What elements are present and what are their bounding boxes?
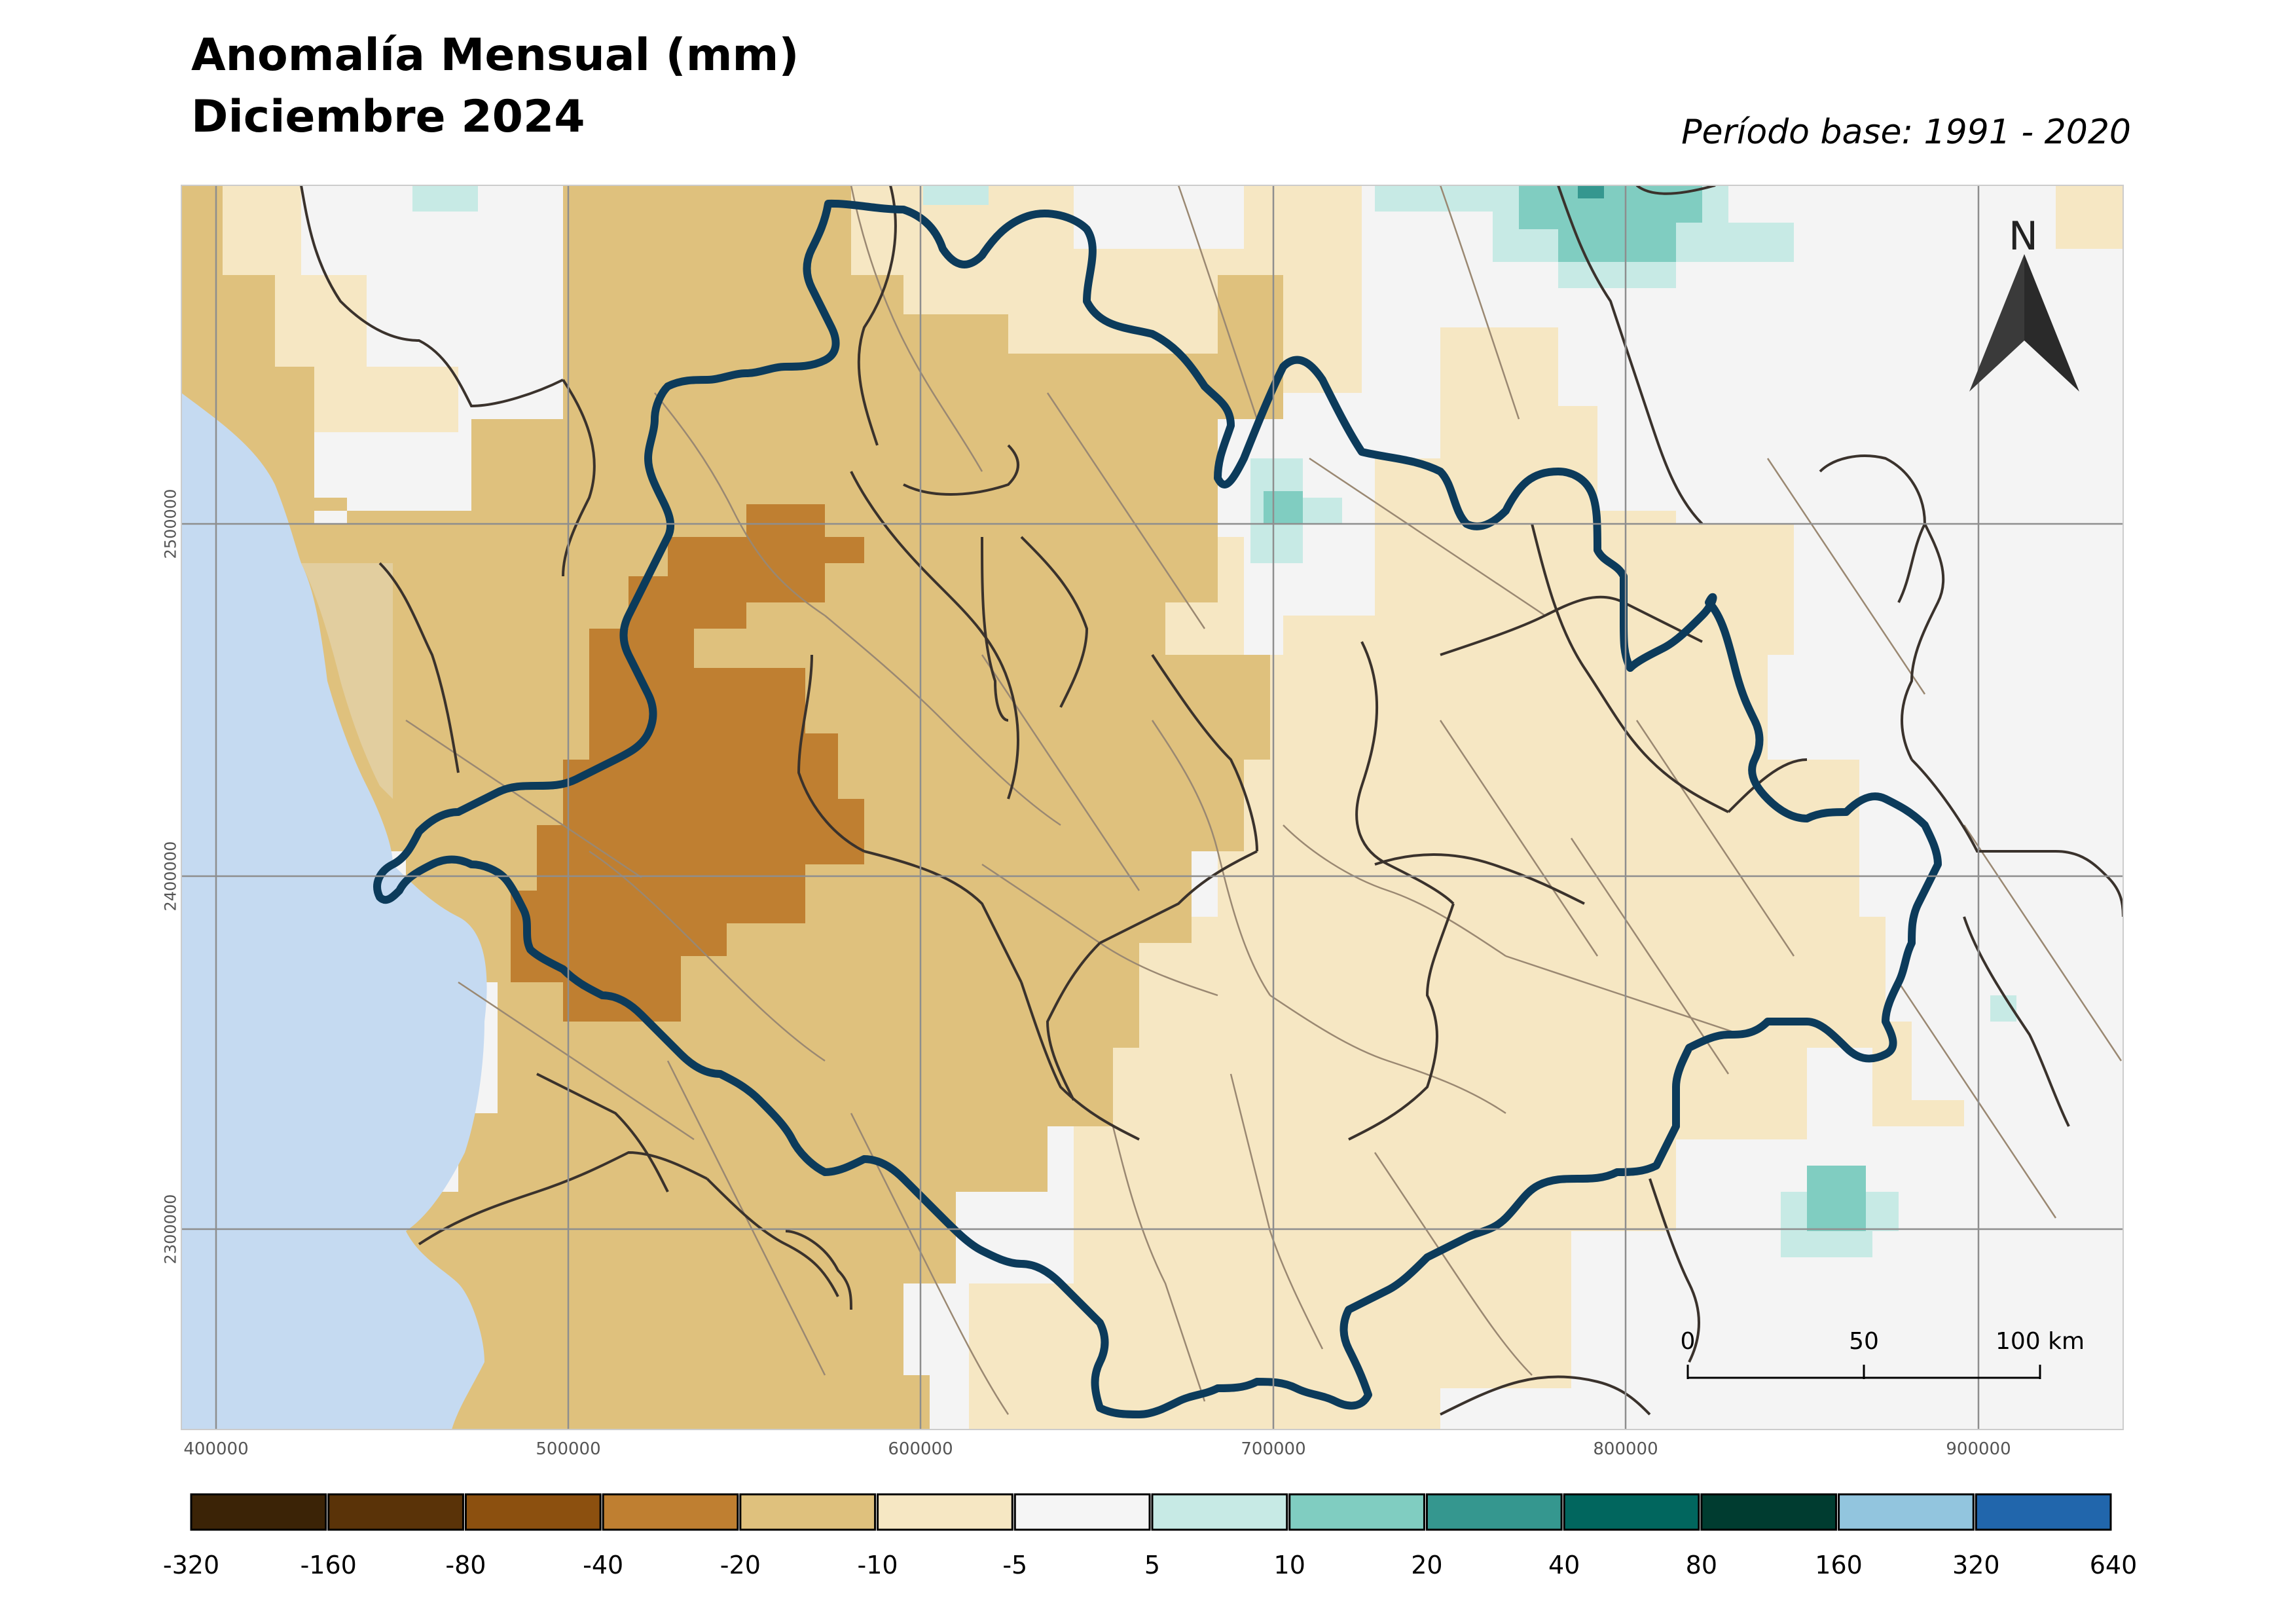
x-tick-label: 500000 [536,1439,601,1459]
legend-label: -5 [1002,1551,1028,1579]
legend-swatch [327,1493,464,1531]
legend-label: 5 [1144,1551,1161,1579]
legend-swatch [1288,1493,1425,1531]
legend-color-bar [190,1493,2112,1531]
legend-swatch [190,1493,327,1531]
legend-label: 640 [2089,1551,2138,1579]
title-line-1: Anomalía Mensual (mm) [191,29,799,81]
legend-swatch [1425,1493,1563,1531]
legend-swatch [1013,1493,1151,1531]
legend-swatch [1700,1493,1838,1531]
legend-swatch [1838,1493,1975,1531]
legend-label: 10 [1273,1551,1305,1579]
scale-bar [1686,1365,2041,1379]
ocean [181,393,487,1430]
x-tick-label: 400000 [183,1439,249,1459]
title-line-2: Diciembre 2024 [191,91,585,143]
legend-label: -80 [445,1551,486,1579]
legend-label: -40 [583,1551,624,1579]
scale-label: 50 [1849,1328,1879,1355]
y-tick-label: 2500000 [161,489,180,559]
legend-swatch [739,1493,877,1531]
y-tick-label: 2400000 [161,841,180,912]
legend-label: -10 [857,1551,898,1579]
scale-label: 0 [1680,1328,1696,1355]
north-arrow-icon [1969,254,2079,392]
y-tick-label: 2300000 [161,1194,180,1264]
legend-label: 80 [1685,1551,1718,1579]
legend-swatch [602,1493,739,1531]
legend-swatch [1975,1493,2112,1531]
grid-lines [181,185,2123,1430]
map-title: Anomalía Mensual (mm) Diciembre 2024 [191,25,799,148]
x-tick-label: 800000 [1593,1439,1658,1459]
north-label: N [2009,213,2038,259]
legend-swatch [464,1493,602,1531]
scale-label: 100 km [1995,1328,2085,1355]
x-tick-label: 600000 [888,1439,953,1459]
municipal-borders [405,185,2123,1415]
legend-label: 320 [1952,1551,2000,1579]
legend-label: 40 [1548,1551,1580,1579]
legend-label: 20 [1411,1551,1443,1579]
x-tick-label: 700000 [1241,1439,1306,1459]
legend-label: 160 [1815,1551,1863,1579]
legend-label: -320 [162,1551,220,1579]
x-tick-label: 900000 [1946,1439,2011,1459]
legend-label: -160 [300,1551,357,1579]
legend-swatch [1151,1493,1288,1531]
legend-swatch [1563,1493,1700,1531]
legend-swatch [877,1493,1013,1531]
base-period-label: Período base: 1991 - 2020 [1681,113,2131,152]
anomaly-raster [181,185,2123,1430]
legend-label: -20 [720,1551,761,1579]
